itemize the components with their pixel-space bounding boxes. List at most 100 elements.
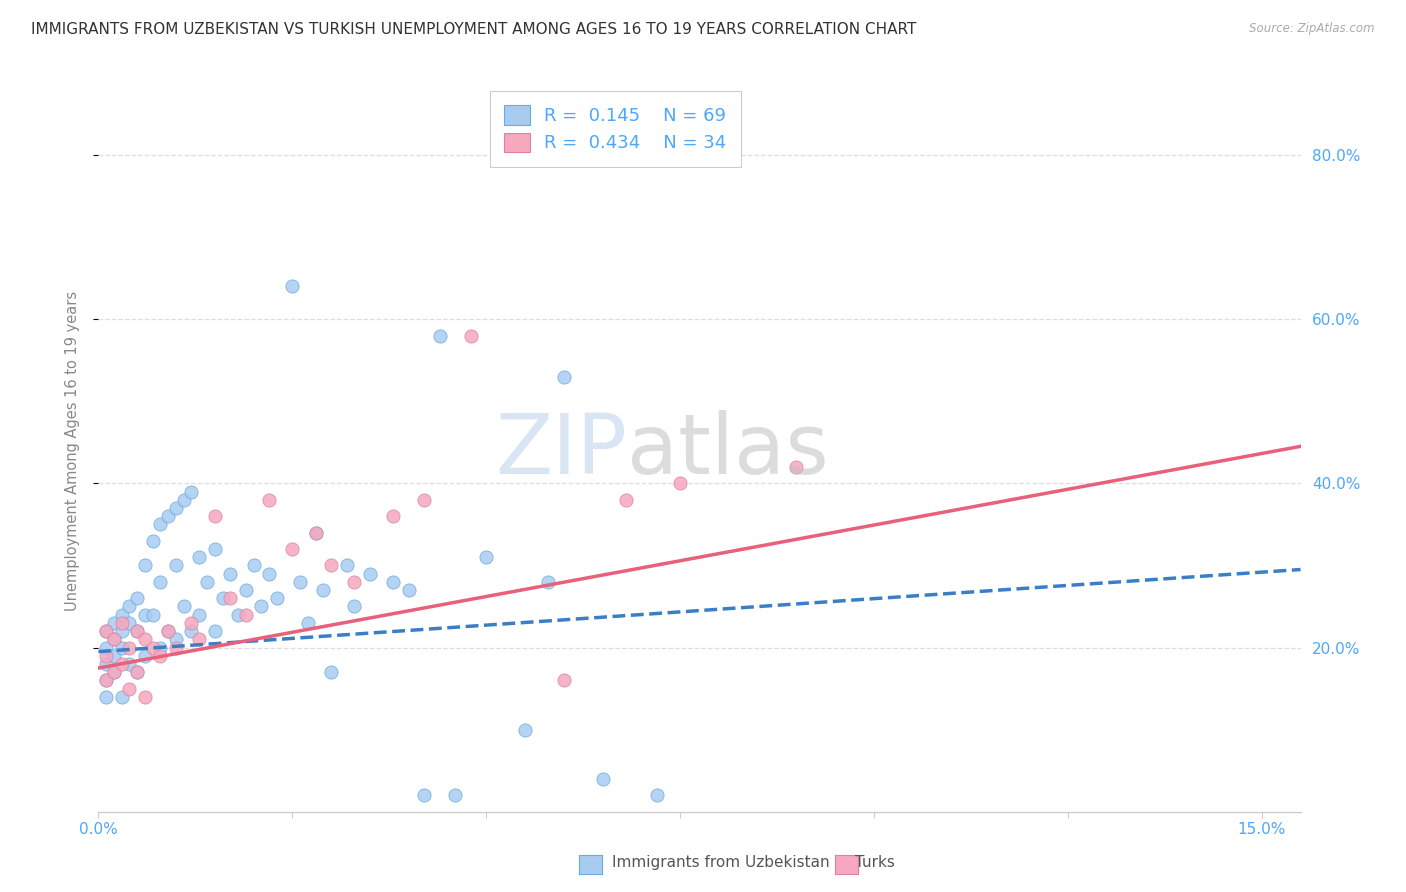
- Point: [165, 632, 187, 647]
- Point: [127, 624, 149, 638]
- Point: [111, 657, 134, 671]
- Point: [382, 509, 405, 524]
- Point: [103, 632, 125, 647]
- Point: [188, 607, 211, 622]
- Text: IMMIGRANTS FROM UZBEKISTAN VS TURKISH UNEMPLOYMENT AMONG AGES 16 TO 19 YEARS COR: IMMIGRANTS FROM UZBEKISTAN VS TURKISH UN…: [31, 22, 917, 37]
- Point: [142, 533, 165, 548]
- Point: [537, 574, 560, 589]
- Point: [257, 566, 280, 581]
- Point: [180, 624, 202, 638]
- Point: [195, 574, 218, 589]
- Point: [553, 369, 575, 384]
- Point: [118, 657, 141, 671]
- Point: [111, 607, 134, 622]
- Point: [188, 632, 211, 647]
- Point: [235, 607, 257, 622]
- Text: Turks: Turks: [855, 855, 894, 870]
- Point: [111, 640, 134, 655]
- Text: atlas: atlas: [627, 410, 830, 491]
- Point: [165, 558, 187, 573]
- Point: [204, 509, 226, 524]
- Point: [242, 558, 264, 573]
- Point: [103, 665, 125, 680]
- Point: [127, 665, 149, 680]
- Point: [319, 665, 342, 680]
- Point: [103, 615, 125, 630]
- Point: [669, 476, 692, 491]
- Point: [96, 624, 118, 638]
- Point: [111, 624, 134, 638]
- Point: [96, 673, 118, 688]
- Point: [180, 484, 202, 499]
- Point: [592, 772, 614, 786]
- Point: [118, 615, 141, 630]
- Point: [96, 640, 118, 655]
- Point: [219, 566, 242, 581]
- Point: [103, 648, 125, 663]
- Point: [149, 648, 172, 663]
- Point: [336, 558, 359, 573]
- Point: [614, 492, 637, 507]
- Point: [475, 550, 498, 565]
- Legend: R =  0.145    N = 69, R =  0.434    N = 34: R = 0.145 N = 69, R = 0.434 N = 34: [489, 91, 741, 167]
- Point: [343, 574, 366, 589]
- Point: [96, 657, 118, 671]
- Point: [785, 459, 807, 474]
- Point: [134, 558, 156, 573]
- Point: [157, 509, 180, 524]
- Point: [149, 574, 172, 589]
- Point: [96, 624, 118, 638]
- Point: [281, 279, 304, 293]
- Point: [645, 789, 668, 803]
- Text: Immigrants from Uzbekistan: Immigrants from Uzbekistan: [612, 855, 830, 870]
- Point: [142, 607, 165, 622]
- Y-axis label: Unemployment Among Ages 16 to 19 years: Unemployment Among Ages 16 to 19 years: [65, 291, 80, 610]
- Point: [96, 648, 118, 663]
- Point: [359, 566, 381, 581]
- Point: [304, 525, 326, 540]
- Point: [157, 624, 180, 638]
- Point: [111, 690, 134, 704]
- Point: [103, 665, 125, 680]
- Point: [134, 648, 156, 663]
- Point: [444, 789, 467, 803]
- Point: [429, 328, 451, 343]
- Point: [103, 632, 125, 647]
- Point: [142, 640, 165, 655]
- Point: [513, 723, 536, 737]
- Point: [165, 640, 187, 655]
- Point: [413, 492, 436, 507]
- Point: [413, 789, 436, 803]
- Point: [553, 673, 575, 688]
- Point: [211, 591, 233, 606]
- Point: [118, 599, 141, 614]
- Text: Source: ZipAtlas.com: Source: ZipAtlas.com: [1250, 22, 1375, 36]
- Point: [111, 615, 134, 630]
- Point: [96, 673, 118, 688]
- Point: [235, 582, 257, 597]
- Point: [134, 690, 156, 704]
- Point: [382, 574, 405, 589]
- Point: [219, 591, 242, 606]
- Point: [266, 591, 288, 606]
- Point: [180, 615, 202, 630]
- Point: [250, 599, 273, 614]
- Point: [312, 582, 335, 597]
- Point: [288, 574, 311, 589]
- Point: [281, 541, 304, 556]
- Point: [398, 582, 420, 597]
- Point: [343, 599, 366, 614]
- Point: [134, 632, 156, 647]
- Point: [127, 591, 149, 606]
- Text: ZIP: ZIP: [495, 410, 627, 491]
- Point: [127, 624, 149, 638]
- Point: [297, 615, 319, 630]
- Point: [304, 525, 326, 540]
- Point: [149, 640, 172, 655]
- Point: [188, 550, 211, 565]
- Point: [204, 624, 226, 638]
- Point: [118, 681, 141, 696]
- Point: [118, 640, 141, 655]
- Point: [157, 624, 180, 638]
- Point: [165, 500, 187, 515]
